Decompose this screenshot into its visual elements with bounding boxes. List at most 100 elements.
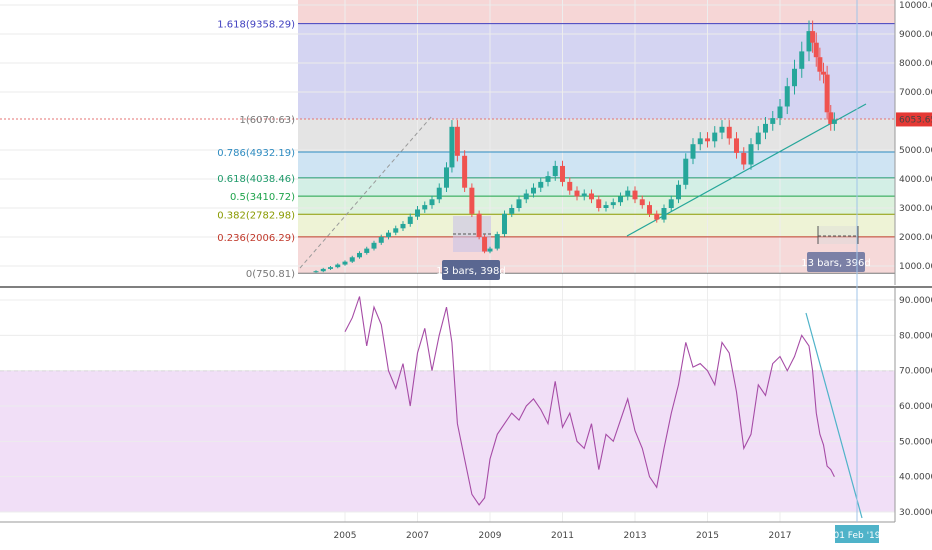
trend-lines[interactable] <box>299 103 867 269</box>
candle-body <box>683 158 689 185</box>
time-tick-label: 2007 <box>406 531 429 541</box>
candle-body <box>817 57 823 72</box>
candle-body <box>509 208 515 214</box>
support-trend-line[interactable] <box>626 103 867 237</box>
candle-body <box>824 74 830 113</box>
candle-body <box>676 184 681 200</box>
candle-body <box>444 167 449 188</box>
candle-body <box>596 199 602 208</box>
candle-body <box>799 51 805 69</box>
measure-label-box <box>807 252 865 272</box>
dashed-trend-line[interactable] <box>299 115 433 269</box>
candle-body <box>589 193 594 200</box>
measure-label: 13 bars, 398d <box>436 266 506 277</box>
crosshair-date-badge <box>835 525 879 543</box>
candle-body <box>494 234 500 249</box>
candle-body <box>625 190 631 197</box>
candle-body <box>422 205 428 210</box>
time-axis-ticks[interactable]: 2005 2007 2009 2011 2013 2015 2017 <box>334 531 792 541</box>
candlestick-series <box>313 20 837 273</box>
fib-bands <box>298 0 895 274</box>
fib-band <box>298 23 895 119</box>
oscillator-tick-label: 70.0000 <box>899 367 932 377</box>
candle-body <box>821 71 826 75</box>
candle-body <box>828 112 834 124</box>
candle-body <box>482 237 488 252</box>
candle-body <box>719 126 725 133</box>
candle-body <box>436 187 442 200</box>
measure-box[interactable] <box>818 226 858 244</box>
candle-body <box>705 138 710 142</box>
candle-body <box>335 264 341 268</box>
measure-tools[interactable]: 13 bars, 398d 13 bars, 396d <box>436 216 871 280</box>
candle-body <box>429 199 435 206</box>
candle-body <box>654 213 660 220</box>
candle-body <box>618 196 623 203</box>
candle-body <box>810 31 816 43</box>
price-tick-label: 3000.00 <box>899 204 932 214</box>
time-tick-label: 2005 <box>334 531 357 541</box>
oscillator-tick-label: 50.0000 <box>899 437 932 447</box>
candle-body <box>813 42 819 58</box>
fib-level-label: 1(6070.63) <box>239 115 295 126</box>
oscillator-trend-line[interactable] <box>805 312 863 519</box>
candle-body <box>784 86 790 107</box>
time-tick-label: 2013 <box>624 531 647 541</box>
time-tick-label: 2009 <box>479 531 502 541</box>
oscillator-trend-line[interactable] <box>805 312 863 519</box>
fib-band <box>298 236 895 274</box>
candle-body <box>415 209 420 217</box>
candle-body <box>516 199 522 208</box>
oscillator-line <box>344 296 835 506</box>
candle-body <box>386 232 391 237</box>
fib-lines <box>0 23 895 274</box>
price-tick-label: 5000.00 <box>899 146 932 156</box>
price-tick-label: 9000.00 <box>899 30 932 40</box>
fib-level-label: 0.5(3410.72) <box>230 192 295 203</box>
candle-body <box>792 68 797 87</box>
price-tick-label: 7000.00 <box>899 88 932 98</box>
candle-body <box>690 144 696 159</box>
oscillator-axis-ticks[interactable]: 90.0000 80.0000 70.0000 60.0000 50.0000 40.00… <box>899 296 932 518</box>
candle-body <box>661 208 667 220</box>
crosshair: 01 Feb '19 <box>833 0 881 543</box>
candle-body <box>454 126 460 156</box>
measure-label: 13 bars, 396d <box>801 258 871 269</box>
fib-level-label: 0.786(4932.19) <box>217 148 295 159</box>
candle-body <box>328 267 333 269</box>
price-tick-label: 2000.00 <box>899 233 932 243</box>
candle-body <box>469 187 475 214</box>
candle-body <box>610 202 616 206</box>
last-price-label: 6053.65 <box>899 115 932 125</box>
candle-body <box>407 216 413 224</box>
oscillator-tick-label: 90.0000 <box>899 296 932 306</box>
candle-body <box>567 181 573 191</box>
fib-level-label: 0.618(4038.46) <box>217 174 295 185</box>
candle-body <box>487 248 493 252</box>
candle-body <box>357 252 362 258</box>
candle-body <box>734 138 739 153</box>
candle-body <box>831 119 837 124</box>
fib-band <box>298 118 895 152</box>
candle-body <box>560 165 565 182</box>
price-axis-ticks[interactable]: 10000.00 9000.00 8000.00 7000.00 5000.00 4000… <box>899 1 932 272</box>
candle-body <box>697 138 703 145</box>
fib-labels: 1.618(9358.29) 1(6070.63) 0.786(4932.19) 0.… <box>217 20 295 281</box>
candle-body <box>806 31 812 52</box>
candle-body <box>632 190 638 200</box>
candle-body <box>531 187 536 194</box>
time-tick-label: 2015 <box>696 531 719 541</box>
candle-body <box>378 237 384 243</box>
candle-body <box>603 205 609 208</box>
candle-body <box>763 123 768 133</box>
candle-body <box>748 144 754 165</box>
candle-body <box>476 213 482 237</box>
candle-body <box>668 199 674 208</box>
candle-body <box>545 176 551 182</box>
candle-body <box>552 165 558 177</box>
oscillator-series <box>344 296 835 506</box>
candle-body <box>342 261 348 265</box>
oscillator-grid <box>0 299 895 513</box>
oscillator-tick-label: 80.0000 <box>899 331 932 341</box>
